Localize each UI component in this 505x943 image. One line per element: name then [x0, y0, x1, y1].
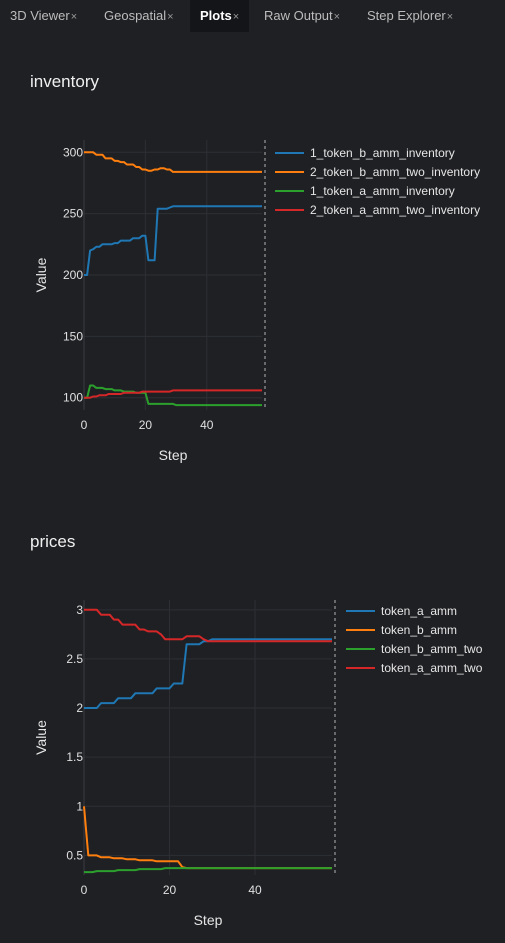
legend-label: token_b_amm_two: [381, 642, 483, 656]
tab-label: Raw Output: [264, 8, 333, 23]
close-icon[interactable]: ×: [333, 11, 341, 23]
panel-title: prices: [30, 532, 76, 551]
y-tick-label: 3: [76, 603, 83, 617]
series-line-token_a_amm[interactable]: [84, 638, 332, 709]
x-tick-label: 40: [200, 418, 214, 432]
legend-label: token_a_amm_two: [381, 661, 483, 675]
tab-step-explorer[interactable]: Step Explorer×: [367, 0, 453, 32]
legend-item[interactable]: 2_token_b_amm_two_inventory: [275, 165, 480, 179]
x-tick-label: 0: [81, 883, 88, 897]
y-axis-label: Value: [33, 257, 49, 292]
tab-label: Plots: [200, 8, 232, 23]
legend-label: 1_token_b_amm_inventory: [310, 146, 455, 160]
close-icon[interactable]: ×: [446, 11, 454, 23]
x-tick-label: 20: [163, 883, 177, 897]
legend-item[interactable]: token_a_amm: [346, 604, 457, 618]
y-tick-label: 1.5: [66, 750, 83, 764]
series-line-2_token_a_amm_two_inventory[interactable]: [84, 389, 262, 399]
y-tick-label: 2.5: [66, 652, 83, 666]
legend-item[interactable]: 1_token_b_amm_inventory: [275, 146, 455, 160]
legend-item[interactable]: 1_token_a_amm_inventory: [275, 184, 455, 198]
series-line-1_token_b_amm_inventory[interactable]: [84, 205, 262, 276]
x-axis-label: Step: [159, 447, 188, 463]
prices-panel: prices: [0, 502, 505, 592]
series-line-2_token_b_amm_two_inventory[interactable]: [84, 151, 262, 173]
prices-chart[interactable]: 0.5 1 1.5 2 2.5 3 0 20 40 Step Value token_a_ammtok…: [0, 590, 505, 935]
tab-bar: 3D Viewer× Geospatial× Plots× Raw Output…: [0, 0, 505, 32]
y-tick-label: 1: [76, 799, 83, 813]
tab-plots[interactable]: Plots×: [190, 0, 250, 32]
tab-raw-output[interactable]: Raw Output×: [264, 0, 340, 32]
legend-item[interactable]: token_a_amm_two: [346, 661, 483, 675]
close-icon[interactable]: ×: [167, 11, 174, 23]
legend-label: token_a_amm: [381, 604, 457, 618]
y-tick-label: 300: [63, 145, 83, 159]
x-tick-label: 20: [139, 418, 153, 432]
x-tick-label: 40: [248, 883, 262, 897]
inventory-panel: inventory: [0, 32, 505, 502]
tab-label: 3D Viewer: [10, 8, 70, 23]
y-tick-label: 2: [76, 701, 83, 715]
y-tick-label: 200: [63, 268, 83, 282]
close-icon[interactable]: ×: [232, 11, 240, 23]
series-line-token_b_amm[interactable]: [83, 806, 332, 870]
legend-label: 1_token_a_amm_inventory: [310, 184, 455, 198]
y-axis-label: Value: [33, 720, 49, 755]
series-line-token_a_amm_two[interactable]: [84, 608, 332, 643]
legend-item[interactable]: token_b_amm_two: [346, 642, 483, 656]
y-tick-label: 100: [63, 391, 83, 405]
legend-item[interactable]: 2_token_a_amm_two_inventory: [275, 203, 480, 217]
close-icon[interactable]: ×: [70, 11, 78, 23]
y-tick-label: 0.5: [66, 848, 83, 862]
tab-label: Step Explorer: [367, 8, 446, 23]
legend-label: 2_token_a_amm_two_inventory: [310, 203, 480, 217]
legend-item[interactable]: token_b_amm: [346, 623, 457, 637]
gridlines: [83, 140, 262, 410]
series-line-token_b_amm_two[interactable]: [84, 867, 332, 874]
x-axis-label: Step: [194, 912, 223, 928]
series-line-1_token_a_amm_inventory[interactable]: [84, 384, 262, 407]
tab-label: Geospatial: [104, 8, 167, 23]
legend-label: token_b_amm: [381, 623, 457, 637]
x-tick-label: 0: [81, 418, 88, 432]
y-tick-label: 150: [63, 329, 83, 343]
y-tick-label: 250: [63, 207, 83, 221]
panel-title: inventory: [30, 72, 99, 91]
tab-geospatial[interactable]: Geospatial×: [104, 0, 174, 32]
legend-label: 2_token_b_amm_two_inventory: [310, 165, 480, 179]
tab-3d-viewer[interactable]: 3D Viewer×: [10, 0, 77, 32]
inventory-chart[interactable]: 100 150 200 250 300 0 20 40 Step Value 1_token_b_a…: [0, 130, 505, 475]
